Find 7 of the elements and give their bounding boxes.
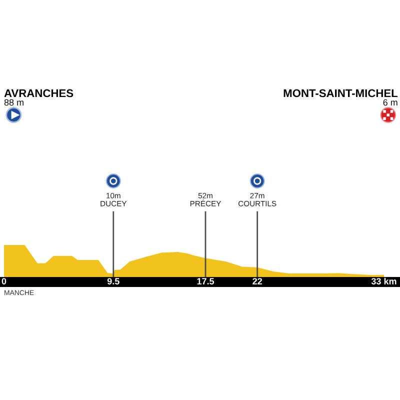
text: MONT-SAINT-MICHEL 6 m	[284, 89, 398, 106]
x-tick-label: 9.5	[107, 278, 120, 284]
x-tick-label: 17.5	[197, 278, 214, 284]
x-tick-label: 22	[252, 278, 262, 284]
x-tick-label: 0	[2, 278, 6, 284]
text: AVRANCHES 88 m	[4, 89, 74, 106]
x-tick-label: 33 km	[371, 278, 396, 284]
